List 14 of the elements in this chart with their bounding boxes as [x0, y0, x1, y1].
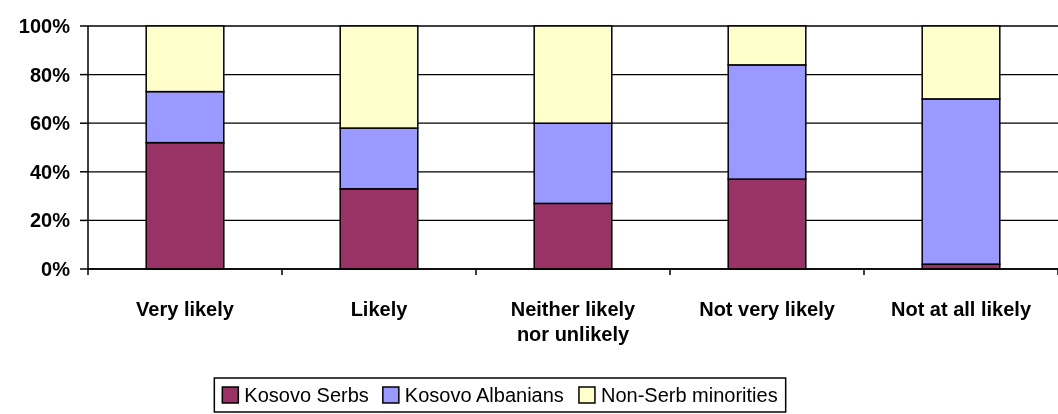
x-tick-label: Likely [350, 298, 409, 320]
legend-label: Kosovo Serbs [244, 384, 369, 406]
y-tick-label: 60% [29, 112, 71, 135]
y-tick-label: 20% [29, 209, 71, 232]
x-tick-label: Very likely [136, 298, 235, 320]
y-tick-label: 0% [41, 258, 71, 280]
legend-label: Non-Serb minorities [600, 384, 778, 406]
legend-label: Kosovo Albanians [404, 384, 564, 406]
y-tick-label: 80% [29, 63, 71, 86]
y-tick-label: 40% [29, 160, 71, 183]
x-tick-label: Not very likely [699, 298, 836, 320]
x-tick-label: Neither likely nor unlikely [510, 298, 637, 345]
x-tick-label: Not at all likely [890, 298, 1032, 320]
y-tick-label: 100% [18, 15, 71, 37]
